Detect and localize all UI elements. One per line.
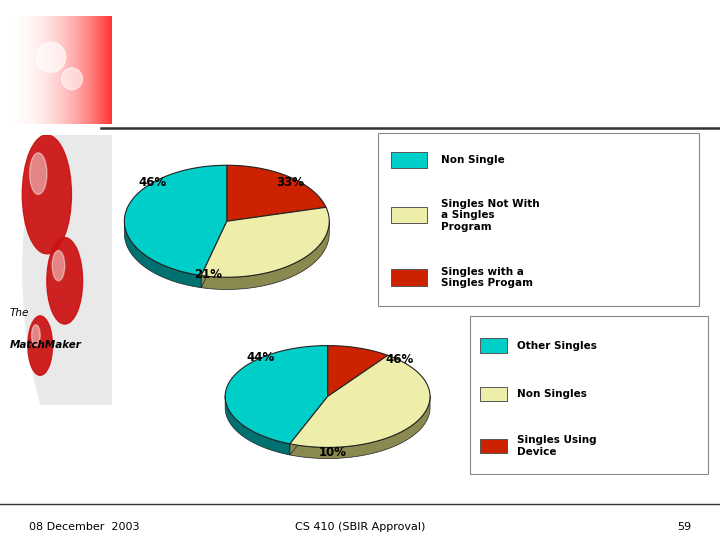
Polygon shape (225, 346, 328, 444)
FancyBboxPatch shape (391, 152, 428, 168)
Polygon shape (202, 207, 329, 277)
Text: The: The (9, 308, 29, 318)
FancyBboxPatch shape (391, 207, 428, 223)
Polygon shape (227, 165, 326, 221)
Wedge shape (22, 40, 134, 500)
Circle shape (30, 153, 47, 194)
Text: 33%: 33% (276, 176, 305, 189)
Text: 59: 59 (677, 522, 691, 532)
Circle shape (32, 325, 40, 346)
FancyBboxPatch shape (480, 338, 507, 353)
Polygon shape (328, 346, 388, 396)
Text: 10%: 10% (319, 446, 347, 458)
FancyBboxPatch shape (378, 133, 699, 306)
Text: 08 December  2003: 08 December 2003 (29, 522, 139, 532)
Text: Other Singles: Other Singles (517, 341, 597, 350)
Polygon shape (202, 221, 329, 289)
Text: 46%: 46% (385, 353, 413, 366)
FancyBboxPatch shape (480, 387, 507, 402)
Polygon shape (290, 355, 430, 448)
Polygon shape (125, 165, 227, 275)
FancyBboxPatch shape (480, 438, 507, 454)
Circle shape (37, 42, 66, 72)
Polygon shape (125, 221, 202, 288)
Circle shape (53, 251, 65, 281)
Text: 21%: 21% (194, 268, 222, 281)
Text: Singles Not With
a Singles
Program: Singles Not With a Singles Program (441, 199, 539, 232)
FancyBboxPatch shape (470, 316, 708, 474)
Polygon shape (202, 221, 227, 288)
Text: Non Singles: Non Singles (517, 389, 587, 399)
Text: Non Single: Non Single (441, 155, 505, 165)
Text: CS 410 (SBIR Approval): CS 410 (SBIR Approval) (294, 522, 426, 532)
Polygon shape (202, 221, 227, 288)
Polygon shape (290, 396, 328, 455)
Circle shape (47, 238, 83, 324)
Text: MatchMaker: MatchMaker (9, 340, 81, 350)
Circle shape (28, 316, 53, 375)
Circle shape (22, 135, 71, 254)
Circle shape (61, 68, 82, 90)
Text: 46%: 46% (139, 176, 167, 189)
Text: Singles with a
Singles Progam: Singles with a Singles Progam (441, 267, 533, 288)
Polygon shape (225, 395, 290, 455)
FancyBboxPatch shape (391, 269, 428, 286)
Polygon shape (290, 396, 328, 455)
Polygon shape (290, 396, 430, 458)
Text: Singles Using
Device: Singles Using Device (517, 435, 597, 457)
Text: 44%: 44% (247, 351, 275, 364)
